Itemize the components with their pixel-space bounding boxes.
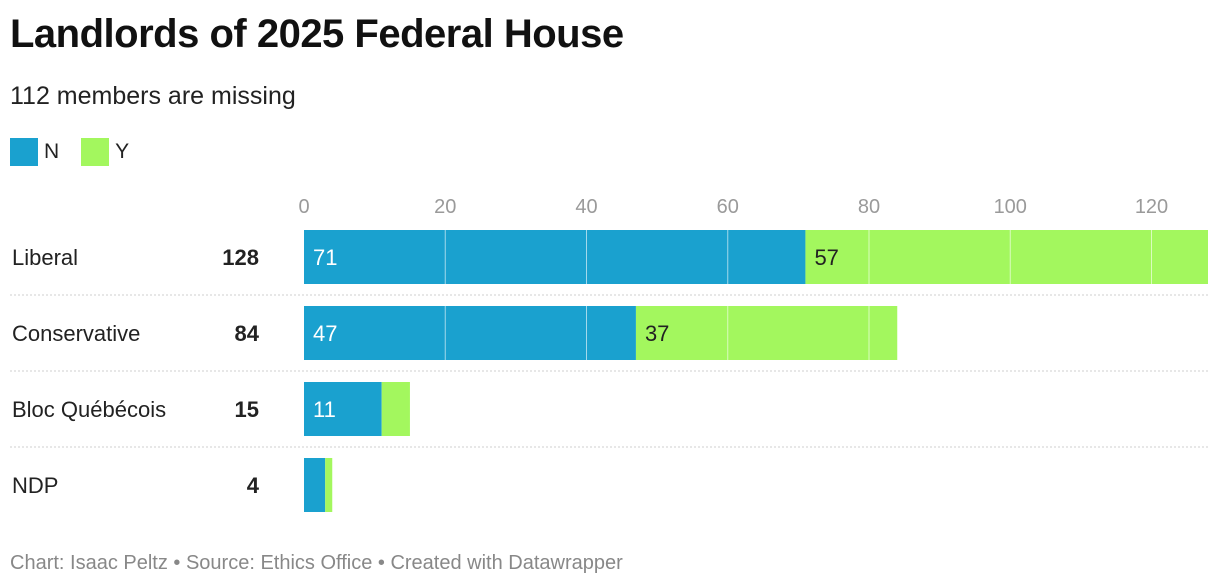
legend-item-n: N [10,138,59,166]
category-total: 4 [247,473,260,498]
legend-swatch-y [81,138,110,166]
bar-segment-n [304,306,636,360]
chart-subtitle: 112 members are missing [10,82,296,110]
chart-footer: Chart: Isaac Peltz • Source: Ethics Offi… [10,552,623,574]
x-tick-label: 100 [994,196,1027,218]
legend-swatch-n [10,138,38,166]
category-label: Conservative [12,321,140,346]
x-tick-label: 60 [717,196,739,218]
category-label: NDP [12,473,58,498]
bar-value-label: 57 [814,245,838,270]
bar-value-label: 11 [313,397,336,422]
bar-value-label: 37 [645,321,669,346]
category-total: 84 [235,321,260,346]
legend: N Y [10,138,151,166]
x-tick-label: 20 [434,196,456,218]
bar-segment-n [304,230,806,284]
bar-segment-n [304,458,326,512]
category-total: 128 [222,245,259,270]
x-tick-label: 0 [298,196,309,218]
legend-label-n: N [44,140,60,163]
x-tick-label: 120 [1135,196,1168,218]
legend-label-y: Y [115,140,130,163]
x-tick-label: 40 [575,196,597,218]
category-label: Bloc Québécois [12,397,166,422]
bar-segment-y [325,458,333,512]
bar-segment-y [381,382,410,436]
bar-value-label: 71 [313,245,337,270]
category-label: Liberal [12,245,78,270]
bar-value-label: 47 [313,321,337,346]
category-total: 15 [235,397,259,422]
bar-segment-y [805,230,1208,284]
bar-segment-y [635,306,898,360]
x-tick-label: 80 [858,196,880,218]
bar-segment-n [304,382,382,436]
legend-item-y: Y [81,138,129,166]
chart-title: Landlords of 2025 Federal House [10,12,624,56]
